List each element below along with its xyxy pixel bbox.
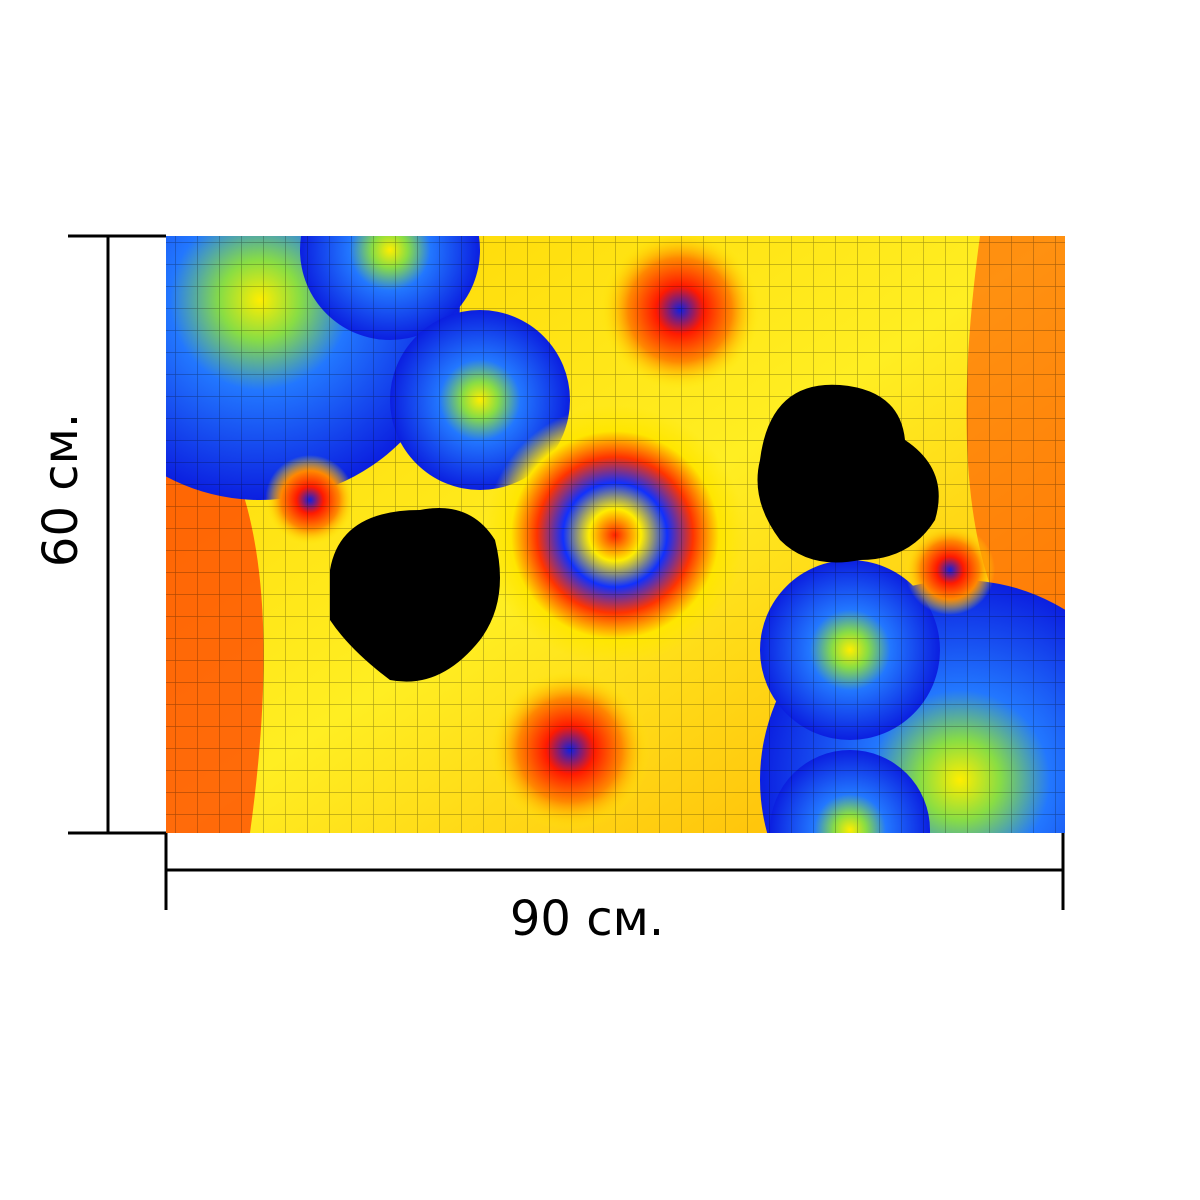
width-label: 90 см. bbox=[510, 891, 664, 947]
fractal-artwork bbox=[166, 236, 1065, 833]
height-label: 60 см. bbox=[33, 413, 89, 567]
